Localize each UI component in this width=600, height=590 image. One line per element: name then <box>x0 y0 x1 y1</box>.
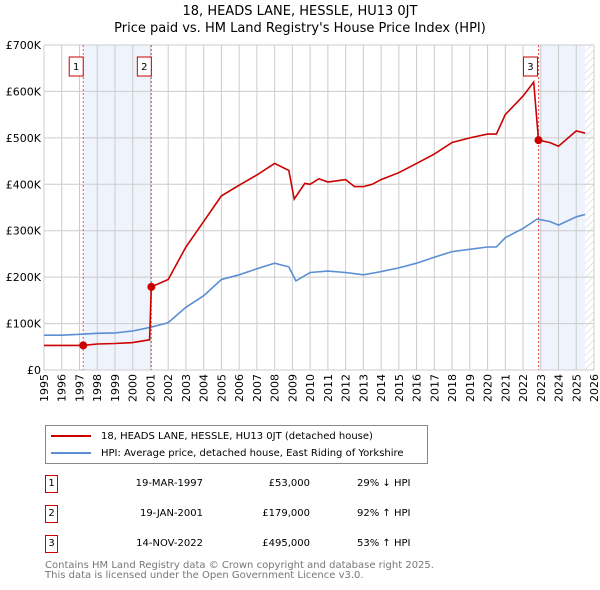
x-tick-label: 2012 <box>340 374 353 402</box>
x-tick-label: 2021 <box>499 374 512 402</box>
sale-hpi-diff: 92% ↑ HPI <box>357 508 411 519</box>
y-tick-label: £600K <box>6 85 42 98</box>
series-line <box>44 213 586 337</box>
x-tick-label: 2013 <box>357 374 370 402</box>
chart-title: 18, HEADS LANE, HESSLE, HU13 0JT <box>182 4 418 19</box>
sale-row: 2 19-JAN-2001 £179,000 92% ↑ HPI <box>45 505 445 523</box>
sale-label: 1 <box>73 62 79 73</box>
plot-area: 1995 1996 1997 1998 1999 2000 2001 2002 2003 2004… <box>6 39 600 402</box>
x-tick-label: 1997 <box>73 374 86 402</box>
sale-number: 2 <box>45 505 58 523</box>
series-line <box>44 79 586 347</box>
x-tick-label: 1998 <box>91 374 104 402</box>
x-tick-label: 2001 <box>144 374 157 402</box>
x-tick-label: 2023 <box>535 374 548 402</box>
legend-item-hpi: HPI: Average price, detached house, East… <box>51 445 404 461</box>
y-tick-label: £100K <box>6 318 42 331</box>
legend-item-property: 18, HEADS LANE, HESSLE, HU13 0JT (detach… <box>51 428 373 444</box>
sale-hpi-diff: 29% ↓ HPI <box>357 478 411 489</box>
x-tick-label: 2025 <box>570 374 583 402</box>
x-tick-label: 2014 <box>375 374 388 402</box>
footer: Contains HM Land Registry data © Crown c… <box>45 561 434 581</box>
sale-row: 1 19-MAR-1997 £53,000 29% ↓ HPI <box>45 475 445 493</box>
legend-swatch <box>51 452 91 454</box>
y-tick-label: £400K <box>6 178 42 191</box>
x-tick-label: 2003 <box>180 374 193 402</box>
y-tick-label: £500K <box>6 132 42 145</box>
x-tick-label: 2007 <box>251 374 264 402</box>
legend: 18, HEADS LANE, HESSLE, HU13 0JT (detach… <box>45 425 428 464</box>
x-tick-label: 2002 <box>162 374 175 402</box>
sale-label: 3 <box>527 62 533 73</box>
x-tick-label: 2009 <box>286 374 299 402</box>
sale-number: 1 <box>45 475 58 493</box>
sale-point <box>147 282 156 291</box>
sale-date: 19-JAN-2001 <box>139 508 203 519</box>
sale-label-box <box>522 56 538 77</box>
sale-price: £53,000 <box>268 478 310 489</box>
shaded-region <box>83 45 152 370</box>
y-tick-label: £0 <box>27 364 41 377</box>
sale-point <box>534 136 543 145</box>
y-tick-label: £700K <box>6 39 42 52</box>
sale-date: 19-MAR-1997 <box>135 478 203 489</box>
sale-label-box <box>136 56 152 77</box>
x-tick-label: 2018 <box>446 374 459 402</box>
legend-swatch <box>51 435 91 437</box>
sale-label-box <box>68 56 84 77</box>
x-tick-label: 2004 <box>198 374 211 402</box>
y-tick-label: £300K <box>6 225 42 238</box>
x-tick-label: 2000 <box>127 374 140 402</box>
footer-line: This data is licensed under the Open Gov… <box>45 570 364 581</box>
x-tick-label: 1999 <box>109 374 122 402</box>
sale-price: £179,000 <box>262 508 310 519</box>
sale-price: £495,000 <box>262 538 310 549</box>
x-tick-label: 2024 <box>553 374 566 402</box>
x-tick-label: 2020 <box>482 374 495 402</box>
legend-label: 18, HEADS LANE, HESSLE, HU13 0JT (detach… <box>101 430 373 442</box>
x-tick-label: 1996 <box>56 374 69 402</box>
sale-date: 14-NOV-2022 <box>136 538 203 549</box>
sale-label: 2 <box>141 62 147 73</box>
x-tick-label: 2017 <box>428 374 441 402</box>
x-tick-label: 2011 <box>322 374 335 402</box>
sale-hpi-diff: 53% ↑ HPI <box>357 538 411 549</box>
x-tick-label: 2016 <box>411 374 424 402</box>
forecast-hatch <box>585 45 594 370</box>
shaded-region <box>538 45 586 370</box>
x-tick-label: 2026 <box>588 374 600 402</box>
legend-label: HPI: Average price, detached house, East… <box>101 447 404 459</box>
x-tick-label: 1995 <box>38 374 51 402</box>
x-tick-label: 2019 <box>464 374 477 402</box>
x-tick-label: 2005 <box>215 374 228 402</box>
x-tick-label: 2006 <box>233 374 246 402</box>
sale-point <box>79 341 88 350</box>
sale-number: 3 <box>45 535 58 553</box>
x-tick-label: 2022 <box>517 374 530 402</box>
sale-row: 3 14-NOV-2022 £495,000 53% ↑ HPI <box>45 535 445 553</box>
x-tick-label: 2015 <box>393 374 406 402</box>
chart-subtitle: Price paid vs. HM Land Registry's House … <box>114 21 486 36</box>
y-tick-label: £200K <box>6 271 42 284</box>
footer-line: Contains HM Land Registry data © Crown c… <box>45 560 434 571</box>
x-tick-label: 2010 <box>304 374 317 402</box>
x-tick-label: 2008 <box>269 374 282 402</box>
